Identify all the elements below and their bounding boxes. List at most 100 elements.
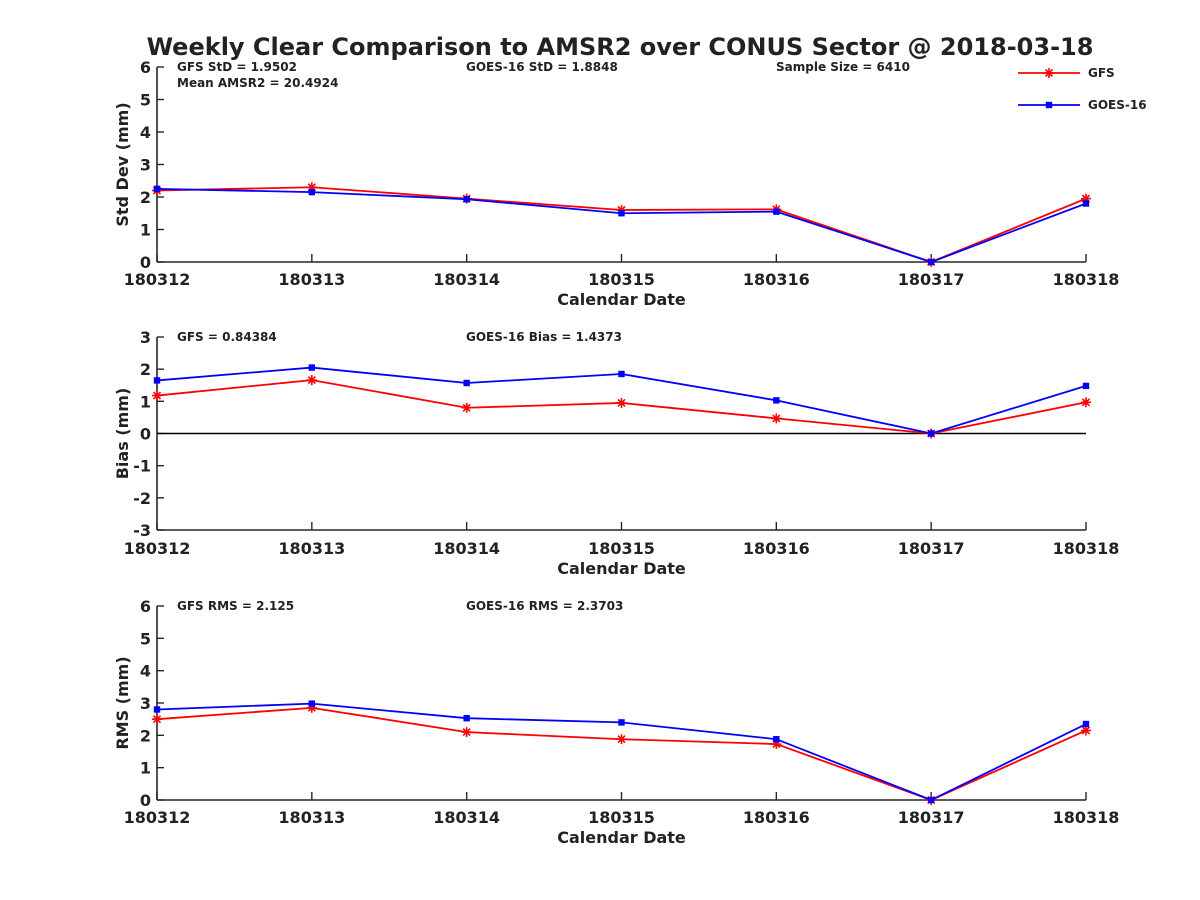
- data-point: [306, 375, 317, 386]
- x-tick-label: 180312: [124, 539, 191, 558]
- x-tick-label: 180317: [898, 539, 965, 558]
- x-tick-label: 180315: [588, 808, 655, 827]
- y-tick-label: 0: [140, 791, 151, 810]
- data-point: [308, 364, 316, 371]
- chart-title: Weekly Clear Comparison to AMSR2 over CO…: [147, 33, 1094, 61]
- x-tick-label: 180313: [278, 539, 345, 558]
- data-point: [616, 397, 627, 408]
- y-tick-label: 1: [140, 221, 151, 240]
- y-tick-label: -1: [133, 457, 151, 476]
- y-tick-label: -2: [133, 489, 151, 508]
- data-point: [618, 370, 625, 378]
- x-tick-label: 180318: [1053, 539, 1120, 558]
- series-line: [156, 187, 1087, 263]
- x-tick-label: 180315: [588, 270, 655, 289]
- annotation-sample-size: Sample Size = 6410: [776, 60, 910, 74]
- x-tick-label: 180313: [278, 808, 345, 827]
- y-tick-label: 3: [140, 156, 151, 175]
- y-tick-label: 2: [140, 726, 151, 745]
- data-point: [771, 413, 782, 424]
- data-point: [461, 727, 472, 738]
- series-goes-16: [153, 700, 1090, 804]
- data-point: [152, 714, 162, 725]
- y-tick-label: 5: [140, 629, 151, 648]
- y-tick-label: 4: [140, 662, 151, 681]
- legend-marker: [1044, 68, 1054, 78]
- data-point: [463, 714, 470, 722]
- x-tick-label: 180312: [124, 808, 191, 827]
- legend-entry-goes-16: GOES-16: [1018, 98, 1147, 112]
- x-tick-label: 180314: [433, 270, 500, 289]
- x-tick-label: 180313: [278, 270, 345, 289]
- legend-marker: [1045, 101, 1053, 109]
- annotation-goes: GOES-16 Bias = 1.4373: [466, 330, 622, 344]
- series-gfs: [152, 702, 1091, 805]
- data-point: [308, 700, 316, 707]
- data-point: [1081, 725, 1091, 736]
- data-point: [618, 210, 625, 217]
- series-gfs: [152, 375, 1091, 439]
- y-tick-label: 5: [140, 91, 151, 110]
- legend-label: GFS: [1088, 66, 1115, 80]
- annotation-gfs: GFS RMS = 2.125: [177, 599, 294, 613]
- x-axis-label: Calendar Date: [557, 828, 686, 847]
- legend-entry-gfs: GFS: [1018, 66, 1115, 80]
- y-tick-label: 6: [140, 597, 151, 616]
- x-axis-label: Calendar Date: [557, 290, 686, 309]
- data-point: [153, 185, 161, 193]
- data-point: [153, 706, 161, 713]
- y-tick-label: 1: [140, 392, 151, 411]
- x-tick-label: 180312: [124, 270, 191, 289]
- x-tick-label: 180316: [743, 270, 810, 289]
- data-point: [1082, 382, 1090, 390]
- y-tick-label: 4: [140, 123, 151, 142]
- panel-3: 0 1 2 3 4 5 6 180312 180313 180314 180315 180316 180…: [113, 597, 1119, 847]
- series-goes-16: [153, 185, 1090, 266]
- data-point: [773, 208, 780, 215]
- data-point: [152, 390, 162, 401]
- chart-panels: 0 1 2 3 4 5 6 180312 180313 180314 180315 180316 180…: [113, 58, 1119, 847]
- y-axis-label: Std Dev (mm): [113, 102, 132, 226]
- annotation-gfs: GFS = 0.84384: [177, 330, 277, 344]
- y-tick-label: 2: [140, 360, 151, 379]
- series-goes-16: [153, 364, 1090, 437]
- x-tick-label: 180317: [898, 808, 965, 827]
- panel-1: 0 1 2 3 4 5 6 180312 180313 180314 180315 180316 180…: [113, 58, 1119, 309]
- legend: GFS GOES-16: [1018, 66, 1147, 112]
- data-point: [461, 402, 472, 413]
- data-point: [1082, 200, 1090, 207]
- panel-2: -3 -2 -1 0 1 2 3 180312 180313 180314 180315 180316…: [113, 328, 1119, 578]
- y-tick-label: 3: [140, 328, 151, 347]
- series-line: [156, 186, 1087, 263]
- x-tick-label: 180317: [898, 270, 965, 289]
- y-tick-label: 3: [140, 694, 151, 713]
- data-point: [927, 430, 935, 437]
- data-point: [463, 196, 470, 203]
- y-tick-label: 6: [140, 58, 151, 77]
- annotation-gfs: GFS StD = 1.9502: [177, 60, 297, 74]
- annotation-goes: GOES-16 StD = 1.8848: [466, 60, 618, 74]
- data-point: [773, 736, 780, 743]
- data-point: [153, 377, 161, 384]
- data-point: [773, 397, 780, 404]
- data-point: [1081, 397, 1091, 408]
- y-tick-label: 2: [140, 188, 151, 207]
- data-point: [927, 796, 935, 804]
- x-tick-label: 180318: [1053, 808, 1120, 827]
- x-tick-label: 180315: [588, 539, 655, 558]
- x-tick-label: 180318: [1053, 270, 1120, 289]
- x-tick-label: 180314: [433, 539, 500, 558]
- x-tick-label: 180314: [433, 808, 500, 827]
- y-tick-label: 1: [140, 759, 151, 778]
- data-point: [308, 188, 316, 196]
- x-tick-label: 180316: [743, 539, 810, 558]
- data-point: [463, 379, 470, 387]
- data-point: [618, 719, 625, 726]
- y-axis-label: Bias (mm): [113, 388, 132, 480]
- data-point: [1082, 720, 1090, 728]
- y-axis-label: RMS (mm): [113, 656, 132, 749]
- series-line: [156, 702, 1087, 801]
- annotation-mean: Mean AMSR2 = 20.4924: [177, 76, 338, 90]
- legend-label: GOES-16: [1088, 98, 1147, 112]
